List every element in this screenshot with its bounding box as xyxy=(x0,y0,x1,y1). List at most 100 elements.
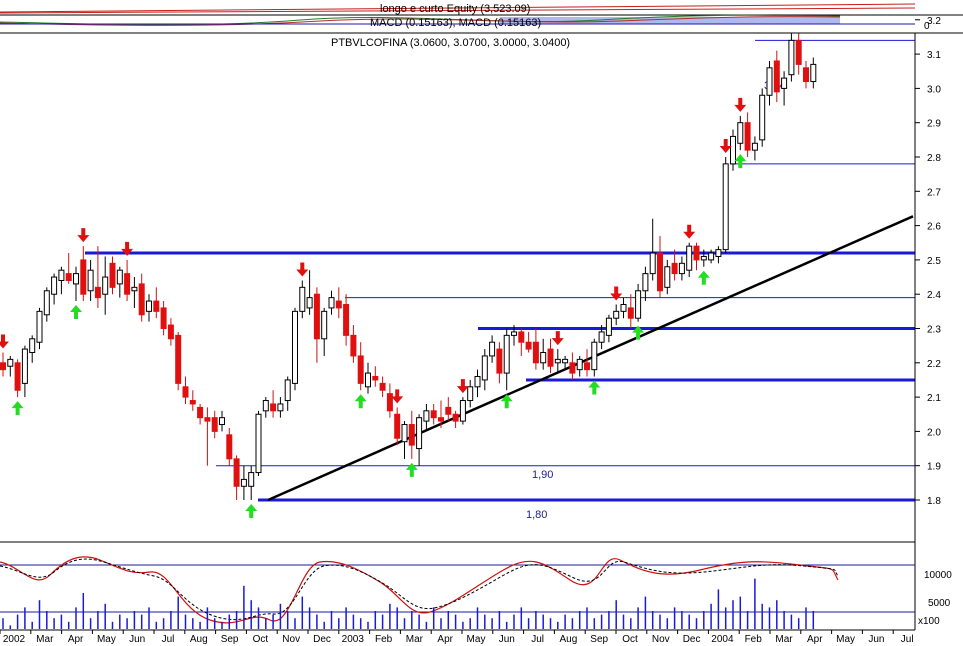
macd-label: MACD (0.15163), MACD (0.15163) xyxy=(370,17,541,29)
candle xyxy=(642,266,649,302)
candle xyxy=(803,60,809,89)
candle xyxy=(58,266,65,295)
candle xyxy=(51,273,58,305)
candle xyxy=(416,414,423,466)
x-tick-label: Sep xyxy=(221,634,239,645)
x-tick-label: Dec xyxy=(313,634,331,645)
candle xyxy=(591,338,598,377)
candle-body xyxy=(146,300,152,312)
candle-body xyxy=(255,413,262,474)
candle-body xyxy=(715,249,722,257)
candle xyxy=(781,71,788,106)
candle-body xyxy=(306,297,313,309)
candle xyxy=(635,283,642,322)
macd-histogram xyxy=(500,17,840,24)
candle xyxy=(94,246,101,308)
candle-body xyxy=(0,362,6,371)
volume-scale-label: x100 xyxy=(918,616,940,627)
candle-body xyxy=(87,269,94,292)
candle xyxy=(459,397,466,425)
candle xyxy=(335,287,342,319)
candle-body xyxy=(21,348,28,384)
candle-body xyxy=(657,252,663,292)
candle xyxy=(36,307,43,350)
candle-body xyxy=(613,310,620,319)
x-tick-label: Jul xyxy=(162,634,175,645)
candle xyxy=(211,410,218,439)
candle xyxy=(773,50,780,103)
candle-body xyxy=(562,358,569,364)
candle xyxy=(153,287,160,319)
y-tick-label: 1.9 xyxy=(927,462,941,473)
candle-body xyxy=(671,262,678,275)
candle-body xyxy=(511,331,517,336)
candle xyxy=(452,410,459,428)
candle xyxy=(430,403,437,425)
macd-zero-tick: 0 xyxy=(924,21,930,32)
candle xyxy=(408,410,415,459)
candle xyxy=(350,325,357,363)
candle-body xyxy=(292,310,298,384)
candle-body xyxy=(737,122,744,144)
candle xyxy=(730,129,736,171)
y-tick-label: 2.7 xyxy=(927,187,941,198)
buy-arrow-icon xyxy=(70,305,82,320)
candle-body xyxy=(379,382,386,391)
candle xyxy=(102,256,109,315)
candle-body xyxy=(664,266,671,288)
candle-body xyxy=(175,334,182,384)
candle xyxy=(751,136,758,161)
macd-line xyxy=(0,14,841,26)
candle xyxy=(321,307,328,356)
candle-body xyxy=(686,245,693,271)
candle-body xyxy=(51,276,58,295)
candle xyxy=(481,349,488,391)
candle-body xyxy=(649,252,656,275)
candle-body xyxy=(43,290,50,316)
candle xyxy=(649,218,656,281)
candle-body xyxy=(219,417,225,426)
candle-body xyxy=(197,406,204,419)
candle xyxy=(73,266,79,302)
candle-body xyxy=(584,362,590,371)
candle xyxy=(620,297,627,319)
candle-body xyxy=(14,362,21,391)
candle-body xyxy=(124,273,131,295)
candle xyxy=(43,287,50,322)
candle xyxy=(744,112,751,157)
candle-body xyxy=(642,273,649,292)
candle-body xyxy=(240,478,247,487)
candle-body xyxy=(138,283,145,316)
candle xyxy=(87,259,94,302)
candle-body xyxy=(751,142,758,151)
candle-body xyxy=(489,341,496,357)
candle xyxy=(678,256,685,281)
candle-body xyxy=(357,355,364,384)
candle xyxy=(219,410,225,432)
candle xyxy=(21,345,28,398)
candle xyxy=(0,352,6,377)
buy-arrow-icon xyxy=(245,504,258,518)
candle-body xyxy=(459,400,466,422)
candle xyxy=(489,335,496,363)
candle-body xyxy=(58,269,65,281)
candle-body xyxy=(540,352,547,364)
candle-body xyxy=(445,406,452,415)
x-tick-label: Jun xyxy=(499,634,515,645)
candle-body xyxy=(518,331,525,343)
candle xyxy=(248,465,255,500)
candle xyxy=(284,376,291,411)
candle-body xyxy=(781,77,788,89)
trendline-layer xyxy=(267,215,914,502)
y-tick-label: 2.9 xyxy=(927,119,941,130)
x-tick-label: Aug xyxy=(560,634,578,645)
candle xyxy=(467,379,474,408)
candle xyxy=(686,242,693,278)
candle-body xyxy=(408,424,415,446)
y-tick-label: 2.2 xyxy=(927,359,941,370)
candle-body xyxy=(722,163,729,251)
time-x-axis: 2002 Mar Apr May Jun Jul Aug Sep Oct Nov Dec 2003 Fe… xyxy=(0,630,914,645)
candle-body xyxy=(730,135,736,165)
candle-body xyxy=(605,317,612,336)
macd-panel: MACD (0.15163), MACD (0.15163) 0 xyxy=(0,14,930,32)
